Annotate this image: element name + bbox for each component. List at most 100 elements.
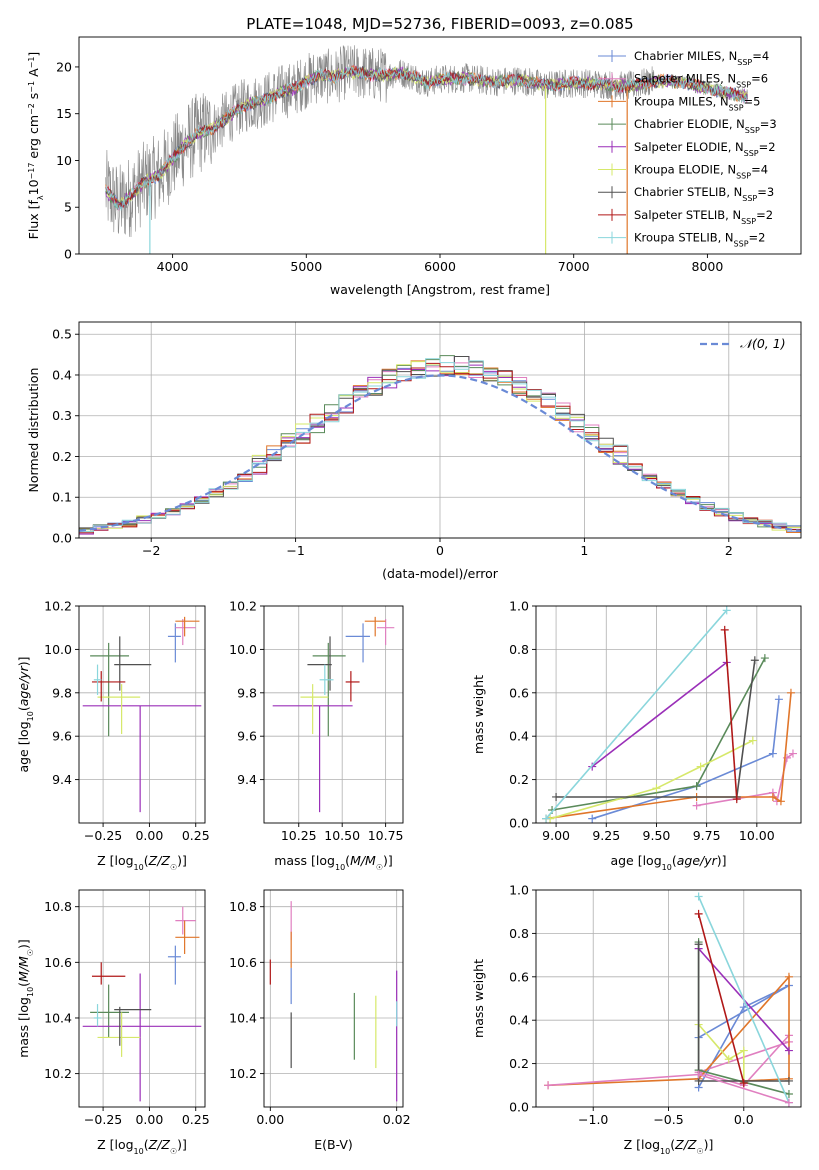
x-tick-label: −0.5	[653, 1112, 683, 1127]
histogram-kroupa_stelib	[79, 358, 801, 535]
y-tick-label: 10.4	[44, 1010, 72, 1025]
y-tick-label: 0.3	[52, 408, 72, 423]
y-axis-label: mass weight	[471, 959, 486, 1038]
weight-point	[692, 801, 701, 810]
axes-frame	[78, 605, 206, 824]
y-tick-label: 10.6	[44, 955, 72, 970]
legend-entry: Chabrier STELIB, NSSP=3	[634, 185, 774, 203]
errorbar-chabrier_elodie	[312, 642, 346, 737]
weight-line-kroupa_stelib	[545, 609, 728, 820]
y-tick-label: 10.6	[229, 955, 257, 970]
x-tick-label: 0.00	[135, 1112, 163, 1127]
y-tick-label: 9.4	[52, 772, 72, 787]
y-tick-label: 9.8	[52, 685, 72, 700]
x-axis-label: wavelength [Angstrom, rest frame]	[330, 282, 550, 297]
y-axis-label: age [log10(age/yr)]	[16, 656, 35, 772]
y-tick-label: 0.8	[509, 926, 529, 941]
errorbar-kroupa_stelib	[319, 664, 334, 695]
weight-point	[788, 749, 797, 758]
weight-point	[739, 1046, 748, 1055]
weight-point	[774, 695, 783, 704]
weight_vs_age-panel: 9.00 9.25 9.50 9.75 10.00 0.0 0.2 0.4 0.6 0.8 1.0 a…	[471, 599, 802, 872]
x-tick-label: 9.25	[592, 828, 620, 843]
weight-point	[776, 797, 785, 806]
errorbar-salpeter_stelib	[345, 671, 360, 702]
weight-point	[760, 654, 769, 663]
y-tick-label: 1.0	[509, 599, 529, 614]
y-tick-label: 10.0	[229, 642, 257, 657]
age_vs_Z-panel: −0.25 0.00 0.25 9.4 9.6 9.8 10.0 10.2 Z [log10(Z…	[16, 599, 210, 872]
y-tick-label: 0.2	[509, 1056, 529, 1071]
weight-point	[720, 625, 729, 634]
mass_vs_ebv-panel: 0.00 0.02 10.2 10.4 10.6 10.8	[229, 889, 411, 1127]
weight-line-salpeter_stelib	[697, 913, 745, 1084]
y-tick-label: 15	[56, 106, 72, 121]
weight-point	[552, 792, 561, 801]
x-tick-label: 2	[725, 543, 733, 558]
x-tick-label: 0	[436, 543, 444, 558]
y-tick-label: 0.0	[52, 531, 72, 546]
errorbar-salpeter_miles	[376, 619, 395, 646]
weight-point	[694, 909, 703, 918]
age_vs_mass-panel: 10.25 10.50 10.75 9.4 9.6 9.8 10.0 10.2 mass [lo…	[229, 599, 403, 872]
legend-entry: 𝒩(0, 1)	[740, 336, 786, 351]
weight-line-chabrier_miles	[697, 984, 790, 1088]
legend-entry: Salpeter STELIB, NSSP=2	[634, 208, 773, 226]
y-tick-label: 0.2	[52, 449, 72, 464]
errorbar-salpeter_elodie	[82, 705, 202, 813]
x-tick-label: 10.00	[739, 828, 775, 843]
weight-point	[542, 814, 551, 823]
legend-entry: Chabrier MILES, NSSP=4	[634, 49, 769, 67]
y-tick-label: 0.0	[509, 1100, 529, 1115]
y-tick-label: 0.6	[509, 969, 529, 984]
y-tick-label: 10.8	[229, 899, 257, 914]
errorbar-chabrier_elodie	[90, 642, 130, 737]
x-tick-label: 7000	[558, 259, 590, 274]
y-tick-label: 9.6	[52, 729, 72, 744]
weight-point	[784, 1076, 793, 1085]
errorbar-chabrier_elodie	[90, 984, 130, 1038]
mass_vs_Z-panel: −0.25 0.00 0.25 10.2 10.4 10.6 10.8 Z [log10(Z/…	[16, 889, 210, 1156]
weight-point	[768, 749, 777, 758]
weight-point	[748, 736, 757, 745]
errorbar-kroupa_miles	[175, 920, 200, 954]
x-tick-label: 10.50	[324, 828, 360, 843]
y-tick-label: 0.0	[509, 816, 529, 831]
errorbar-salpeter_stelib	[91, 962, 126, 985]
y-axis-label: Flux [fλ10−17 erg cm−2 s−1 A−1]	[26, 52, 45, 240]
errorbar-salpeter_miles	[175, 619, 196, 646]
normal-curve	[79, 374, 801, 532]
weight-point	[692, 782, 701, 791]
weight-point	[652, 784, 661, 793]
x-tick-label: 5000	[290, 259, 322, 274]
y-tick-label: 10.2	[44, 1066, 72, 1081]
weight-line-kroupa_stelib	[697, 896, 790, 1104]
errorbars	[272, 616, 395, 813]
y-tick-label: 0.8	[509, 642, 529, 657]
legend-entry: Chabrier ELODIE, NSSP=3	[634, 117, 777, 135]
x-tick-label: 0.0	[734, 1112, 754, 1127]
y-tick-label: 10.4	[229, 1010, 257, 1025]
x-axis-label: Z [log10(Z/Z☉)]	[97, 1137, 187, 1156]
y-axis-label: mass [log10(M/M☉)]	[16, 939, 35, 1058]
axes-frame	[263, 889, 404, 1108]
weight-point	[786, 688, 795, 697]
spectrum-plot	[105, 45, 748, 254]
weight-line-salpeter_stelib	[723, 629, 738, 800]
x-axis-label: age [log10(age/yr)]	[610, 853, 726, 872]
legend-entry: Kroupa MILES, NSSP=5	[634, 94, 760, 112]
weight_vs_Z-panel: −1.0 −0.5 0.0 0.0 0.2 0.4 0.6 0.8 1.0 Z [log10(Z/…	[471, 883, 802, 1156]
x-axis-label: E(B-V)	[314, 1137, 353, 1152]
errorbar-chabrier_miles	[345, 623, 370, 663]
y-tick-label: 20	[56, 59, 72, 74]
x-tick-label: −1	[286, 543, 304, 558]
weight-point	[694, 892, 703, 901]
y-tick-label: 0.4	[52, 367, 72, 382]
axes-frame	[78, 889, 206, 1108]
errorbar-kroupa_elodie	[97, 1012, 141, 1057]
legend-entry: Kroupa ELODIE, NSSP=4	[634, 163, 768, 181]
errorbar-kroupa_miles	[364, 616, 386, 637]
errorbar-chabrier_miles	[167, 623, 181, 663]
y-tick-label: 0.1	[52, 490, 72, 505]
